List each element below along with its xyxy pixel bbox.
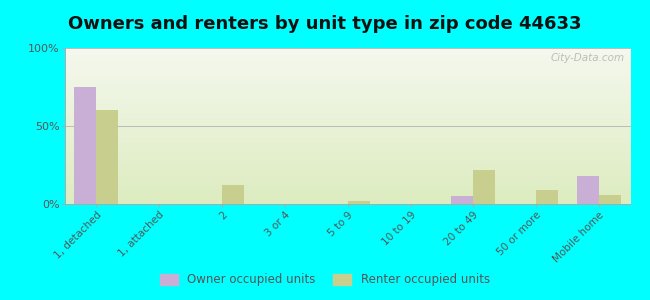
Bar xyxy=(473,170,495,204)
Bar xyxy=(96,110,118,204)
Bar xyxy=(74,87,96,204)
Bar xyxy=(577,176,599,204)
Bar xyxy=(348,201,370,204)
Text: Owners and renters by unit type in zip code 44633: Owners and renters by unit type in zip c… xyxy=(68,15,582,33)
Bar xyxy=(599,195,621,204)
Bar xyxy=(536,190,558,204)
Text: City-Data.com: City-Data.com xyxy=(551,53,625,63)
Bar xyxy=(222,185,244,204)
Bar xyxy=(451,196,473,204)
Legend: Owner occupied units, Renter occupied units: Owner occupied units, Renter occupied un… xyxy=(155,269,495,291)
